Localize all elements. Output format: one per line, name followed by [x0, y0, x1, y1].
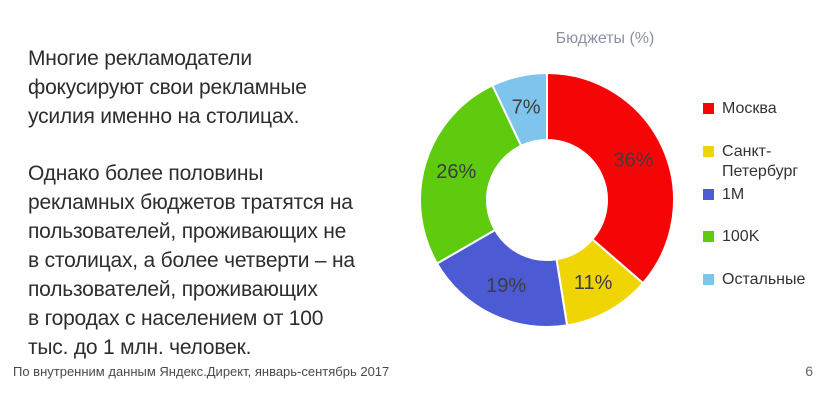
legend-color-swatch-icon — [703, 188, 714, 200]
chart-title: Бюджеты (%) — [555, 30, 655, 47]
donut-slice-label-1: 11% — [574, 272, 613, 294]
legend-item-0: Москва — [703, 99, 777, 119]
legend-label: Москва — [722, 100, 777, 117]
legend-color-swatch-icon — [703, 274, 714, 285]
legend-item-2: 1M — [703, 185, 744, 205]
donut-slice-label-2: 19% — [486, 275, 526, 297]
chart-legend: Москва Санкт-Петербург 1M 100K Остальные — [703, 0, 821, 400]
footer-source-note: По внутренним данным Яндекс.Директ, янва… — [13, 364, 390, 379]
donut-slice-2 — [436, 229, 569, 328]
donut-chart: 36% 11% 19% 26% 7% — [419, 72, 675, 328]
legend-item-3: 100K — [703, 227, 759, 247]
donut-slice-label-0: 36% — [613, 150, 653, 172]
legend-color-swatch-icon — [703, 103, 714, 114]
donut-slice-0 — [546, 72, 675, 285]
donut-slice-3 — [419, 84, 523, 265]
legend-label: Санкт-Петербург — [722, 142, 799, 180]
legend-color-swatch-icon — [703, 231, 714, 243]
page-number: 6 — [805, 363, 813, 379]
donut-slice-label-4: 7% — [512, 96, 541, 118]
donut-slice-4 — [491, 72, 548, 147]
donut-slice-label-3: 26% — [436, 161, 476, 183]
body-paragraph-1: Многие рекламодатели фокусируют свои рек… — [28, 47, 307, 128]
legend-color-swatch-icon — [703, 145, 714, 157]
legend-item-4: Остальные — [703, 270, 805, 290]
body-paragraph-2: Однако более половины рекламных бюджетов… — [28, 162, 355, 359]
legend-label: Остальные — [722, 271, 806, 288]
slide-body-text: Многие рекламодатели фокусируют свои рек… — [28, 44, 408, 362]
legend-label: 100K — [722, 228, 760, 246]
legend-label: 1M — [722, 185, 745, 203]
legend-item-1: Санкт-Петербург — [703, 142, 817, 182]
